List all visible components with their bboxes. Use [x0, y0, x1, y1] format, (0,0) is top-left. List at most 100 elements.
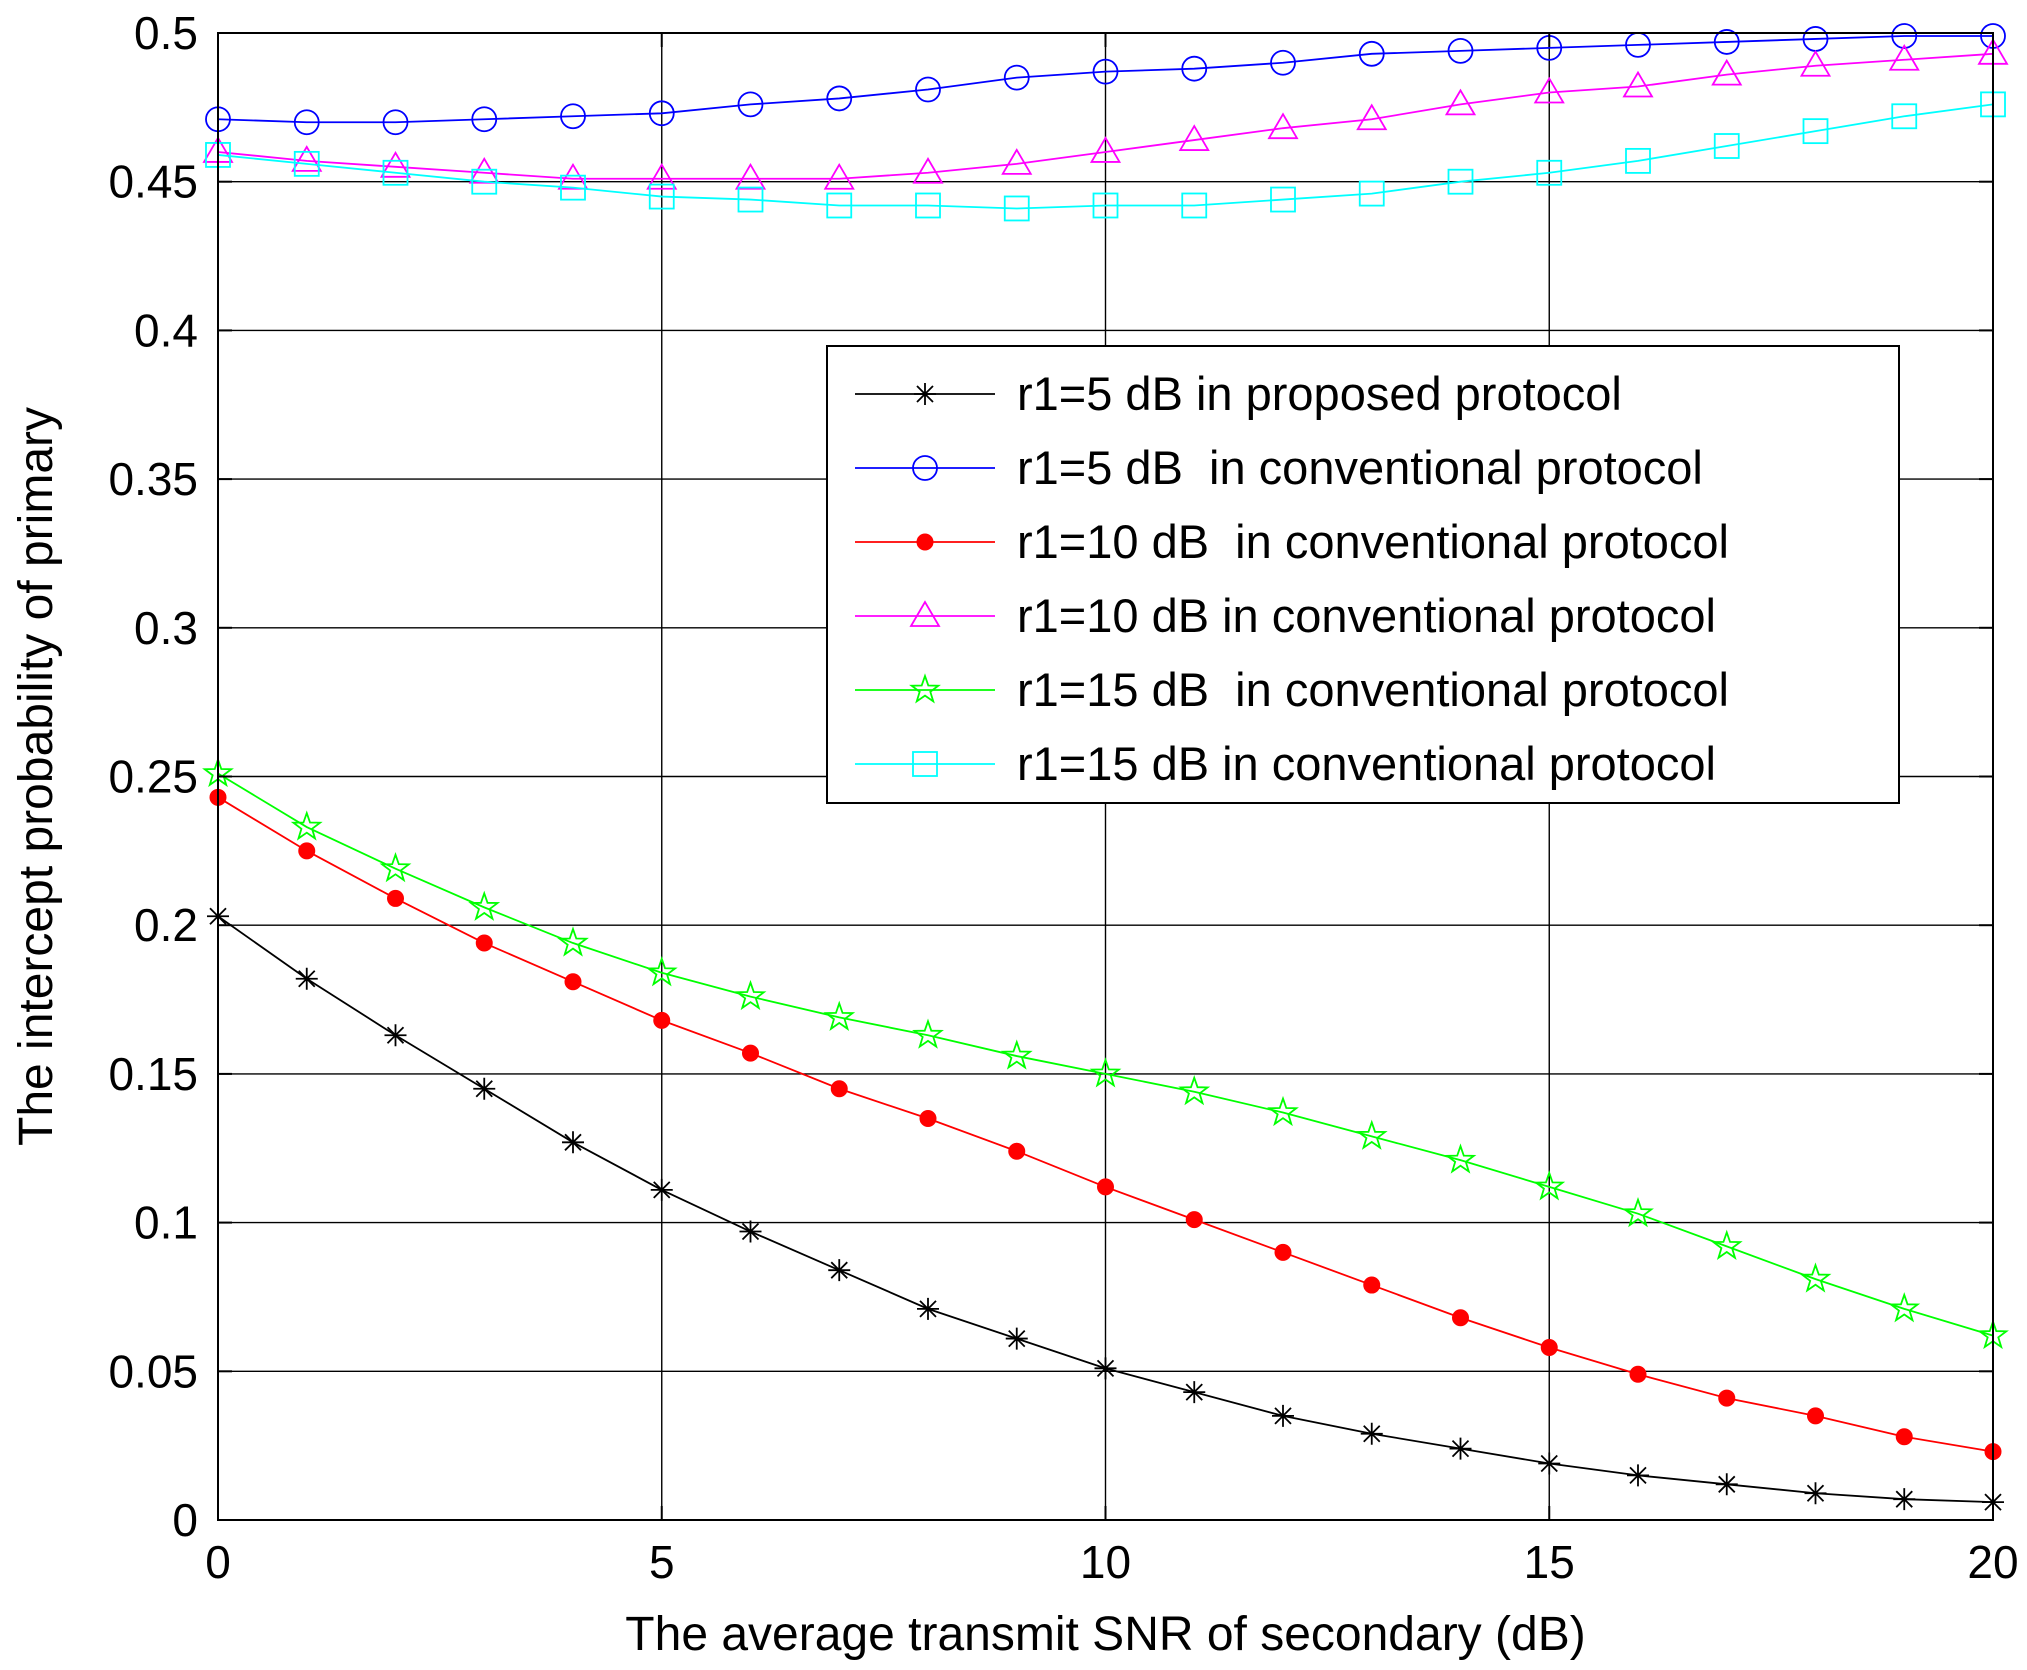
marker-square	[915, 192, 941, 219]
marker-triangle	[1444, 88, 1477, 116]
legend-entry-6: r1=15 dB in conventional protocol	[855, 737, 1716, 790]
marker-square	[648, 183, 675, 210]
marker-square	[293, 150, 320, 177]
marker-star	[734, 979, 767, 1011]
marker-circle	[1270, 49, 1296, 76]
marker-circle	[826, 85, 853, 112]
marker-star	[1089, 1057, 1122, 1088]
marker-dot	[1008, 1142, 1026, 1160]
marker-star	[1888, 1292, 1921, 1323]
marker-square	[560, 174, 586, 201]
marker-triangle	[291, 145, 323, 172]
series-1	[207, 905, 2004, 1514]
marker-triangle	[1711, 58, 1743, 86]
marker-dot	[298, 842, 316, 860]
marker-asterisk	[914, 383, 936, 405]
marker-dot	[475, 934, 493, 952]
series-6	[205, 91, 2006, 222]
marker-square	[1270, 186, 1296, 213]
marker-circle	[293, 109, 320, 136]
marker-square	[471, 168, 498, 195]
marker-square	[737, 186, 764, 213]
marker-asterisk	[739, 1220, 762, 1243]
marker-square	[1358, 180, 1385, 207]
marker-circle	[1181, 55, 1208, 82]
marker-circle	[915, 76, 941, 103]
marker-asterisk	[384, 1024, 407, 1047]
marker-dot	[564, 973, 582, 991]
marker-square	[382, 159, 409, 186]
series-line	[217, 103, 1994, 210]
marker-star	[468, 890, 501, 921]
marker-circle	[648, 100, 675, 127]
legend-entry-4: r1=10 dB in conventional protocol	[855, 589, 1716, 642]
legend-label: r1=10 dB in conventional protocol	[1017, 589, 1716, 642]
marker-star	[1533, 1170, 1566, 1201]
marker-square	[826, 192, 853, 219]
marker-triangle	[1622, 70, 1654, 98]
marker-asterisk	[1005, 1327, 1028, 1350]
series-line	[217, 35, 1993, 124]
series-layer	[202, 23, 2009, 1514]
marker-dot	[830, 1080, 848, 1098]
marker-triangle	[912, 156, 944, 184]
marker-square	[1802, 118, 1829, 145]
legend-entry-2: r1=5 dB in conventional protocol	[855, 441, 1703, 494]
legend-label: r1=15 dB in conventional protocol	[1017, 663, 1729, 716]
marker-dot	[1363, 1276, 1381, 1294]
marker-circle	[1358, 40, 1385, 67]
tick-labels: 0 5 10 15 20 0 0.05 0.1 0.15 0.2 0.25 0.3 0.35 0.4 0.4…	[108, 7, 2018, 1588]
marker-asterisk	[1183, 1381, 1206, 1404]
marker-triangle	[1178, 124, 1210, 151]
marker-asterisk	[917, 1297, 939, 1320]
marker-triangle	[1089, 136, 1122, 163]
y-tick-label: 0	[172, 1494, 198, 1546]
marker-asterisk	[1715, 1473, 1738, 1496]
y-tick-label: 0.25	[108, 751, 198, 803]
marker-triangle	[379, 151, 412, 178]
x-tick-label: 15	[1524, 1536, 1575, 1588]
marker-asterisk	[1627, 1464, 1649, 1487]
series-5	[202, 756, 2009, 1350]
y-tick-label: 0.45	[108, 156, 198, 208]
y-tick-label: 0.35	[108, 453, 198, 505]
marker-circle	[1713, 29, 1740, 55]
marker-dot	[1452, 1309, 1469, 1327]
marker-triangle	[468, 156, 500, 184]
marker-circle	[1092, 58, 1119, 85]
marker-dot	[1629, 1365, 1647, 1383]
legend-label: r1=15 dB in conventional protocol	[1017, 737, 1716, 790]
marker-star	[1000, 1039, 1033, 1070]
series-3	[209, 788, 2002, 1461]
y-tick-label: 0.1	[134, 1197, 198, 1249]
marker-triangle	[909, 600, 941, 627]
marker-star	[823, 1000, 856, 1031]
x-tick-label: 5	[649, 1536, 675, 1588]
marker-dot	[1540, 1339, 1558, 1357]
marker-asterisk	[562, 1131, 584, 1154]
marker-asterisk	[1360, 1422, 1383, 1445]
marker-circle	[382, 109, 409, 136]
marker-dot	[1895, 1428, 1913, 1446]
marker-triangle	[1888, 43, 1920, 71]
marker-star	[645, 956, 678, 987]
marker-square	[1536, 159, 1563, 186]
marker-triangle	[734, 162, 767, 190]
marker-triangle	[557, 162, 589, 190]
x-tick-label: 0	[205, 1536, 231, 1588]
marker-circle	[1003, 64, 1030, 91]
marker-star	[1622, 1196, 1654, 1228]
axis-ticks	[217, 32, 1994, 1521]
marker-circle	[560, 103, 586, 130]
legend-entry-5: r1=15 dB in conventional protocol	[855, 663, 1729, 716]
marker-asterisk	[1804, 1482, 1827, 1505]
marker-asterisk	[1538, 1452, 1561, 1475]
y-tick-label: 0.4	[134, 304, 198, 356]
x-axis-label: The average transmit SNR of secondary (d…	[625, 1608, 1585, 1661]
series-line	[217, 772, 1994, 1337]
marker-star	[557, 926, 589, 957]
marker-circle	[737, 91, 764, 118]
marker-dot	[387, 889, 404, 907]
legend-label: r1=5 dB in proposed protocol	[1017, 367, 1622, 420]
